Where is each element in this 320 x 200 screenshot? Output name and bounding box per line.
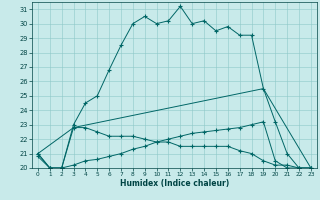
X-axis label: Humidex (Indice chaleur): Humidex (Indice chaleur) [120, 179, 229, 188]
